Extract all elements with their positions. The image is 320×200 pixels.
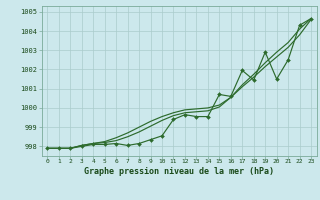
X-axis label: Graphe pression niveau de la mer (hPa): Graphe pression niveau de la mer (hPa) bbox=[84, 167, 274, 176]
